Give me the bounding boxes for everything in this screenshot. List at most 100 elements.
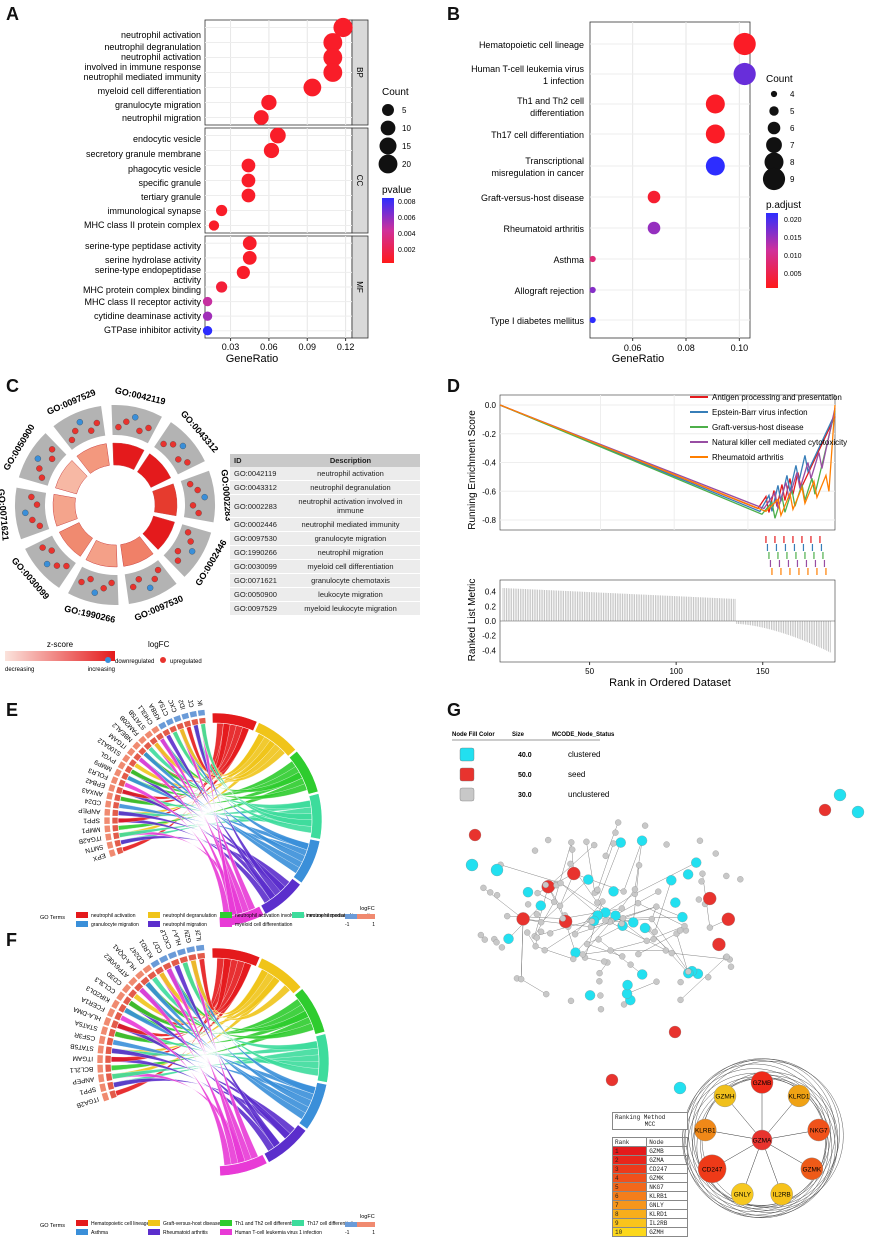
d-metric-tick: -0.4 bbox=[482, 646, 496, 655]
g-rank-number: 5 bbox=[613, 1183, 647, 1192]
c-table-desc: leukocyte migration bbox=[281, 588, 420, 602]
b-count-legend-dot bbox=[768, 122, 781, 135]
gene-arc bbox=[106, 1037, 113, 1046]
c-gene-dot bbox=[101, 585, 107, 591]
d-metric-tick: 0.0 bbox=[485, 617, 497, 626]
g-node bbox=[724, 954, 730, 960]
c-gene-dot bbox=[175, 558, 181, 564]
g-node bbox=[591, 842, 597, 848]
g-node bbox=[699, 878, 705, 884]
c-table-id: GO:0050900 bbox=[230, 588, 281, 602]
a-count-legend-dot bbox=[381, 121, 396, 136]
c-gene-dot bbox=[69, 437, 75, 443]
g-edge bbox=[523, 919, 591, 927]
gene-label: ITGA2B bbox=[75, 1095, 99, 1109]
g-node bbox=[669, 1026, 681, 1038]
a-dot bbox=[323, 63, 342, 82]
gene-arc bbox=[105, 1055, 111, 1063]
g-node bbox=[560, 916, 566, 922]
a-x-tick-label: 0.12 bbox=[337, 342, 355, 352]
c-inner-bar bbox=[143, 516, 175, 550]
g-node bbox=[557, 903, 563, 909]
gene-arc bbox=[105, 1064, 111, 1072]
g-node bbox=[608, 948, 614, 954]
g-node bbox=[637, 969, 647, 979]
g-node bbox=[644, 938, 650, 944]
g-node bbox=[622, 989, 632, 999]
g-rank-header-rank: Rank bbox=[613, 1138, 647, 1147]
g-node bbox=[603, 853, 609, 859]
b-x-tick-label: 0.08 bbox=[677, 343, 695, 353]
g-node bbox=[523, 887, 533, 897]
c-gene-dot bbox=[22, 510, 28, 516]
g-node bbox=[635, 951, 641, 957]
g-node bbox=[569, 847, 575, 853]
g-node bbox=[532, 848, 538, 854]
chord-legend-swatch bbox=[148, 912, 160, 918]
c-gene-dot bbox=[155, 567, 161, 573]
b-term-label: 1 infection bbox=[543, 76, 584, 86]
g-node bbox=[852, 806, 864, 818]
g-node bbox=[487, 889, 493, 895]
c-inner-bar bbox=[137, 454, 170, 488]
g-legend-header: MCODE_Node_Status bbox=[552, 732, 615, 738]
d-legend-label: Natural killer cell mediated cytotoxicit… bbox=[712, 438, 847, 447]
gene-logfc-arc bbox=[98, 1074, 105, 1083]
d-y1-label: Running Enrichment Score bbox=[467, 410, 478, 530]
c-table-id: GO:0042119 bbox=[230, 467, 281, 481]
c-inner-bar bbox=[55, 460, 87, 494]
gene-logfc-arc bbox=[100, 1026, 108, 1036]
g-node bbox=[619, 921, 625, 927]
c-logfc-down: downregulated bbox=[115, 659, 154, 665]
b-x-tick-label: 0.06 bbox=[624, 343, 642, 353]
g-node bbox=[534, 935, 540, 941]
gene-logfc-arc bbox=[150, 959, 160, 968]
g-node bbox=[663, 948, 669, 954]
chord-legend-swatch bbox=[76, 921, 88, 927]
b-p-legend-value: 0.005 bbox=[784, 271, 802, 278]
chord-logfc-max: 1 bbox=[372, 1230, 375, 1236]
g-node bbox=[525, 901, 531, 907]
a-p-legend-value: 0.006 bbox=[398, 215, 416, 222]
g-node bbox=[580, 951, 586, 957]
g-node bbox=[664, 841, 670, 847]
g-node bbox=[597, 992, 603, 998]
a-term-label: MHC class II protein complex bbox=[84, 220, 202, 230]
g-node bbox=[572, 931, 578, 937]
g-edge bbox=[501, 865, 561, 883]
gene-logfc-arc bbox=[97, 1045, 104, 1054]
c-go-id-label: GO:0071621 bbox=[0, 488, 11, 541]
chord-logfc-min: -1 bbox=[345, 1230, 350, 1236]
a-dot bbox=[242, 159, 256, 173]
gene-arc bbox=[114, 794, 121, 802]
gene-logfc-arc bbox=[186, 946, 195, 954]
c-gene-dot bbox=[175, 548, 181, 554]
gene-arc bbox=[113, 832, 120, 839]
g-node bbox=[567, 861, 573, 867]
c-gene-dot bbox=[44, 561, 50, 567]
gene-logfc-arc bbox=[158, 721, 167, 730]
g-edge bbox=[586, 842, 594, 893]
g-node bbox=[536, 901, 546, 911]
b-padj-colorbar bbox=[766, 213, 778, 288]
g-node bbox=[567, 867, 580, 880]
g-node bbox=[504, 934, 514, 944]
c-gene-dot bbox=[29, 517, 35, 523]
g-rank-number: 3 bbox=[613, 1165, 647, 1174]
a-term-label: activity bbox=[173, 275, 201, 285]
g-node bbox=[551, 899, 557, 905]
a-term-label: GTPase inhibitor activity bbox=[104, 325, 202, 335]
g-legend-swatch bbox=[460, 768, 474, 781]
a-term-label: myeloid cell differentiation bbox=[98, 86, 201, 96]
a-count-legend-dot bbox=[379, 155, 398, 174]
gene-arc bbox=[112, 817, 118, 824]
c-gene-dot bbox=[37, 523, 43, 529]
chord-legend-label: Graft-versus-host disease bbox=[163, 1221, 220, 1227]
d-y2-label: Ranked List Metric bbox=[467, 579, 478, 662]
g-edge bbox=[611, 941, 647, 951]
